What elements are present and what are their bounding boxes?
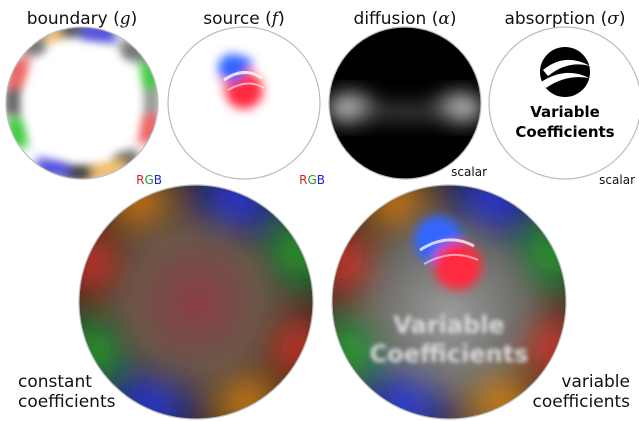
source-title: source (f) — [203, 9, 284, 29]
boundary-panel: boundary (g) RGB — [5, 9, 162, 187]
diffusion-title: diffusion (α) — [354, 9, 457, 29]
absorption-panel: absorption (σ) Variable Coefficients sca… — [488, 9, 639, 187]
constant-caption-line1: constant — [18, 372, 92, 392]
diffusion-circle — [329, 27, 481, 179]
variable-result-outline — [331, 184, 567, 420]
diffusion-scalar-tag: scalar — [451, 165, 487, 179]
source-blob — [218, 54, 265, 109]
constant-result-circle — [79, 185, 313, 419]
variable-result-panel: Variable Coefficients variable coefficie… — [331, 184, 631, 420]
ghost-line2: Coefficients — [370, 340, 529, 368]
constant-result-outline — [78, 184, 314, 420]
absorption-scalar-tag: scalar — [599, 173, 635, 187]
boundary-rgb-tag: RGB — [136, 173, 162, 187]
absorption-title: absorption (σ) — [504, 9, 625, 29]
ghost-line1: Variable — [393, 311, 504, 339]
logo-line2: Coefficients — [515, 123, 614, 141]
variable-result-circle: Variable Coefficients — [332, 185, 566, 419]
diffusion-outline — [328, 26, 482, 180]
diffusion-panel: diffusion (α) scalar — [328, 9, 487, 180]
boundary-circle — [6, 27, 158, 179]
source-rgb-tag: RGB — [299, 173, 325, 187]
variable-caption-line1: variable — [561, 372, 630, 392]
boundary-title: boundary (g) — [27, 9, 138, 29]
logo-line1: Variable — [530, 103, 600, 121]
absorption-outline — [488, 26, 639, 180]
logo-icon — [540, 47, 590, 97]
constant-caption-line2: coefficients — [18, 392, 116, 412]
ghost-text-group: Variable Coefficients — [370, 311, 529, 368]
boundary-outline — [5, 26, 159, 180]
variable-caption-line2: coefficients — [533, 392, 631, 412]
source-panel: source (f) RGB — [167, 9, 325, 187]
constant-result-panel: constant coefficients — [18, 184, 314, 420]
